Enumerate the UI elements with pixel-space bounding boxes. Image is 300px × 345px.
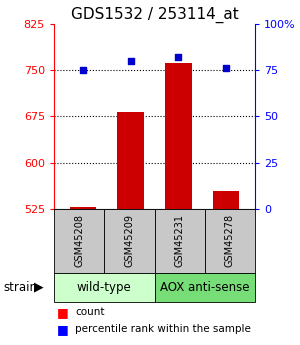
Text: ■: ■ bbox=[57, 306, 69, 319]
Text: ▶: ▶ bbox=[34, 281, 44, 294]
Text: GSM45278: GSM45278 bbox=[225, 214, 235, 267]
Text: strain: strain bbox=[3, 281, 37, 294]
Point bbox=[80, 68, 85, 73]
Point bbox=[128, 58, 133, 64]
Bar bbox=[213, 191, 239, 209]
Text: count: count bbox=[75, 307, 104, 317]
Bar bbox=[165, 63, 192, 209]
Text: ■: ■ bbox=[57, 323, 69, 336]
Text: wild-type: wild-type bbox=[77, 281, 132, 294]
Point bbox=[224, 66, 229, 71]
Text: GSM45208: GSM45208 bbox=[74, 214, 84, 267]
Text: percentile rank within the sample: percentile rank within the sample bbox=[75, 325, 251, 334]
Text: GSM45209: GSM45209 bbox=[124, 214, 134, 267]
Title: GDS1532 / 253114_at: GDS1532 / 253114_at bbox=[70, 7, 239, 23]
Text: GSM45231: GSM45231 bbox=[175, 214, 184, 267]
Text: AOX anti-sense: AOX anti-sense bbox=[160, 281, 250, 294]
Bar bbox=[117, 111, 144, 209]
Point bbox=[176, 55, 181, 60]
Bar bbox=[70, 207, 96, 209]
